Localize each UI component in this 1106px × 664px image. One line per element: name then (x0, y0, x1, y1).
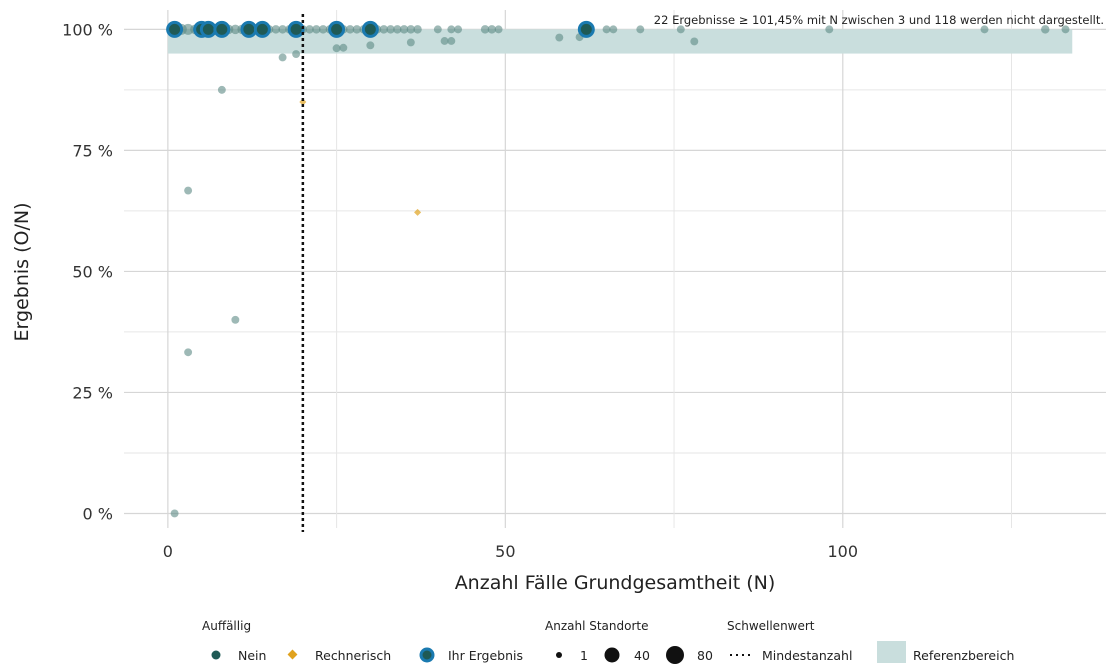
data-point-nein (480, 25, 490, 34)
y-tick-label: 50 % (72, 262, 113, 281)
data-point-nein (332, 44, 341, 53)
data-point-nein (318, 25, 328, 34)
legend-label-mindestanzahl: Mindestanzahl (762, 648, 852, 663)
axis-tick-labels: 0 % 25 % 50 % 75 % 100 % 0 50 100 (62, 20, 858, 561)
legend-size-40-label: 40 (634, 648, 650, 663)
data-point-nein (184, 186, 193, 195)
data-point-nein (278, 25, 287, 34)
data-point-nein (406, 38, 415, 47)
x-tick-label: 100 (828, 542, 859, 561)
data-point-nein (184, 348, 193, 357)
legend-size-80-label: 80 (697, 648, 713, 663)
data-point-nein (312, 25, 321, 34)
legend-size-40-marker (604, 647, 620, 663)
legend-size-80-marker (666, 646, 684, 664)
data-point-nein (413, 25, 422, 34)
legend-marker-nein (211, 650, 221, 660)
data-point-ihr-ergebnis (199, 20, 217, 38)
data-point-nein (386, 25, 395, 34)
data-point-nein (379, 25, 389, 34)
legend-title-auffaellig: Auffällig (202, 619, 251, 633)
reference-range-band (167, 29, 1073, 54)
y-tick-label: 25 % (72, 383, 113, 402)
legend-label-referenzbereich: Referenzbereich (913, 648, 1014, 663)
data-point-nein (447, 37, 456, 45)
data-point-nein (447, 25, 456, 34)
data-point-nein (278, 53, 287, 62)
data-point-ihr-ergebnis (577, 20, 595, 38)
grid-lines (124, 10, 1106, 528)
data-points (166, 20, 1070, 518)
y-axis-title: Ergebnis (O/N) (11, 203, 33, 342)
legend-marker-ihr-ergebnis (419, 647, 435, 663)
data-point-nein (609, 25, 618, 34)
legend-label-nein: Nein (238, 648, 266, 663)
data-point-nein (230, 24, 241, 35)
legend: Auffällig Nein Rechnerisch Ihr Ergebnis … (202, 619, 1014, 664)
legend-label-ihr-ergebnis: Ihr Ergebnis (448, 648, 523, 663)
data-point-nein (602, 25, 611, 34)
data-point-nein (494, 25, 503, 34)
y-tick-label: 75 % (72, 141, 113, 160)
data-point-nein (345, 25, 355, 34)
data-point-rechnerisch (414, 208, 422, 216)
data-point-nein (440, 37, 449, 45)
data-point-nein (305, 25, 314, 34)
data-point-nein (393, 25, 402, 34)
data-point-nein (339, 43, 348, 52)
data-point-rechnerisch (299, 98, 307, 106)
data-point-nein (399, 25, 409, 34)
data-point-nein (271, 25, 281, 34)
data-point-nein (1061, 25, 1070, 34)
legend-marker-referenzbereich (877, 641, 906, 663)
data-point-nein (454, 25, 463, 34)
data-point-nein (366, 41, 375, 50)
data-point-nein (980, 25, 989, 34)
annotation-note: 22 Ergebnisse ≥ 101,45% mit N zwischen 3… (654, 13, 1104, 27)
legend-marker-rechnerisch (287, 649, 298, 660)
data-point-ihr-ergebnis (328, 20, 346, 38)
data-point-nein (825, 25, 834, 34)
legend-title-anzahl-standorte: Anzahl Standorte (545, 619, 648, 633)
data-point-ihr-ergebnis (166, 20, 184, 38)
legend-title-schwellenwert: Schwellenwert (727, 619, 815, 633)
data-point-ihr-ergebnis (240, 20, 258, 38)
data-point-nein (487, 25, 497, 34)
data-point-nein (292, 50, 301, 59)
data-point-nein (231, 315, 240, 324)
x-tick-label: 0 (163, 542, 173, 561)
y-tick-label: 100 % (62, 20, 113, 39)
data-point-nein (182, 23, 194, 35)
data-point-nein (636, 25, 645, 34)
x-axis-title: Anzahl Fälle Grundgesamtheit (N) (455, 572, 776, 594)
y-tick-label: 0 % (83, 504, 113, 523)
data-point-ihr-ergebnis (361, 20, 379, 38)
legend-size-1-label: 1 (580, 648, 588, 663)
x-tick-label: 50 (495, 542, 515, 561)
legend-label-rechnerisch: Rechnerisch (315, 648, 391, 663)
data-point-nein (676, 25, 685, 34)
data-point-nein (690, 37, 699, 46)
data-point-ihr-ergebnis (213, 20, 231, 38)
data-point-ihr-ergebnis (253, 20, 271, 38)
data-point-nein (170, 509, 179, 518)
data-point-ihr-ergebnis (287, 20, 305, 38)
legend-size-1-marker (556, 652, 562, 658)
data-point-nein (555, 33, 564, 42)
data-point-nein (433, 25, 442, 34)
data-point-nein (406, 25, 416, 34)
data-point-nein (352, 25, 362, 34)
data-point-nein (1041, 25, 1050, 34)
data-point-nein (217, 85, 226, 94)
